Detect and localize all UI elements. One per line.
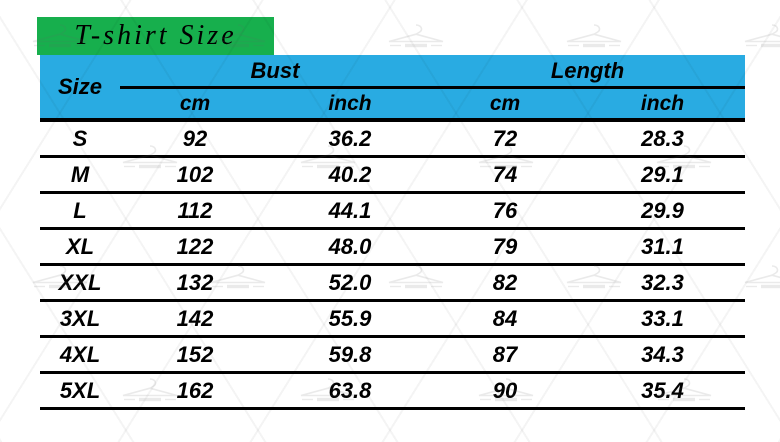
header-group-divider	[120, 86, 745, 89]
header-bust-group: Bust	[250, 57, 300, 83]
length-inch-value: 34.3	[641, 341, 684, 367]
table-row: XXL 132 52.0 82 32.3	[40, 266, 745, 302]
table-header: Size Bust Length cm inch cm inch	[40, 55, 745, 122]
bust-cm-value: 142	[176, 305, 214, 331]
table-row: 4XL 152 59.8 87 34.3	[40, 338, 745, 374]
chart-title: T-shirt Size	[74, 20, 237, 51]
bust-cm-value: 112	[177, 197, 213, 223]
length-cm-value: 82	[492, 269, 518, 295]
bust-inch-value: 44.1	[328, 197, 372, 223]
length-cm-value: 74	[492, 161, 518, 187]
bust-cm-value: 152	[176, 341, 214, 367]
size-table: Size Bust Length cm inch cm inch S 92 36…	[40, 55, 745, 410]
size-value: XL	[65, 233, 95, 259]
bust-cm-value: 132	[176, 269, 214, 295]
clothes-hanger-icon	[744, 265, 780, 289]
bust-cm-value: 92	[182, 125, 208, 151]
bust-cm-value: 102	[176, 161, 214, 187]
header-size: Size	[57, 73, 103, 99]
clothes-hanger-icon	[566, 24, 622, 48]
length-inch-value: 31.1	[641, 233, 684, 259]
bust-inch-value: 48.0	[328, 233, 372, 259]
size-value: 3XL	[59, 305, 101, 331]
header-length-cm: cm	[489, 91, 521, 115]
bust-inch-value: 36.2	[328, 125, 372, 151]
table-row: 5XL 162 63.8 90 35.4	[40, 374, 745, 410]
bust-cm-value: 122	[176, 233, 214, 259]
length-inch-value: 33.1	[641, 305, 684, 331]
table-row: L 112 44.1 76 29.9	[40, 194, 745, 230]
length-inch-value: 35.4	[641, 377, 684, 403]
size-value: S	[72, 125, 88, 151]
bust-inch-value: 59.8	[328, 341, 372, 367]
table-body: S 92 36.2 72 28.3 M 102 40.2 74 29.1 L 1…	[40, 122, 745, 410]
length-cm-value: 76	[492, 197, 518, 223]
header-bust-inch: inch	[328, 91, 372, 115]
bust-inch-value: 63.8	[328, 377, 372, 403]
table-row: XL 122 48.0 79 31.1	[40, 230, 745, 266]
bust-inch-value: 52.0	[328, 269, 372, 295]
length-cm-value: 84	[492, 305, 518, 331]
size-value: 4XL	[59, 341, 101, 367]
length-inch-value: 28.3	[641, 125, 684, 151]
table-row: 3XL 142 55.9 84 33.1	[40, 302, 745, 338]
length-cm-value: 87	[492, 341, 518, 367]
bust-inch-value: 40.2	[328, 161, 372, 187]
header-length-group: Length	[550, 57, 625, 83]
size-value: XXL	[58, 269, 102, 295]
clothes-hanger-icon	[744, 24, 780, 48]
length-cm-value: 79	[492, 233, 518, 259]
table-row: S 92 36.2 72 28.3	[40, 122, 745, 158]
size-value: M	[70, 161, 90, 187]
size-value: L	[73, 197, 87, 223]
header-length-inch: inch	[640, 91, 685, 115]
header-bust-cm: cm	[179, 91, 211, 115]
length-cm-value: 90	[492, 377, 518, 403]
size-value: 5XL	[59, 377, 101, 403]
length-inch-value: 29.9	[641, 197, 684, 223]
table-row: M 102 40.2 74 29.1	[40, 158, 745, 194]
length-inch-value: 29.1	[641, 161, 684, 187]
clothes-hanger-icon	[388, 24, 444, 48]
chart-title-box: T-shirt Size	[37, 17, 274, 55]
bust-inch-value: 55.9	[328, 305, 372, 331]
length-cm-value: 72	[492, 125, 518, 151]
length-inch-value: 32.3	[641, 269, 684, 295]
bust-cm-value: 162	[176, 377, 214, 403]
